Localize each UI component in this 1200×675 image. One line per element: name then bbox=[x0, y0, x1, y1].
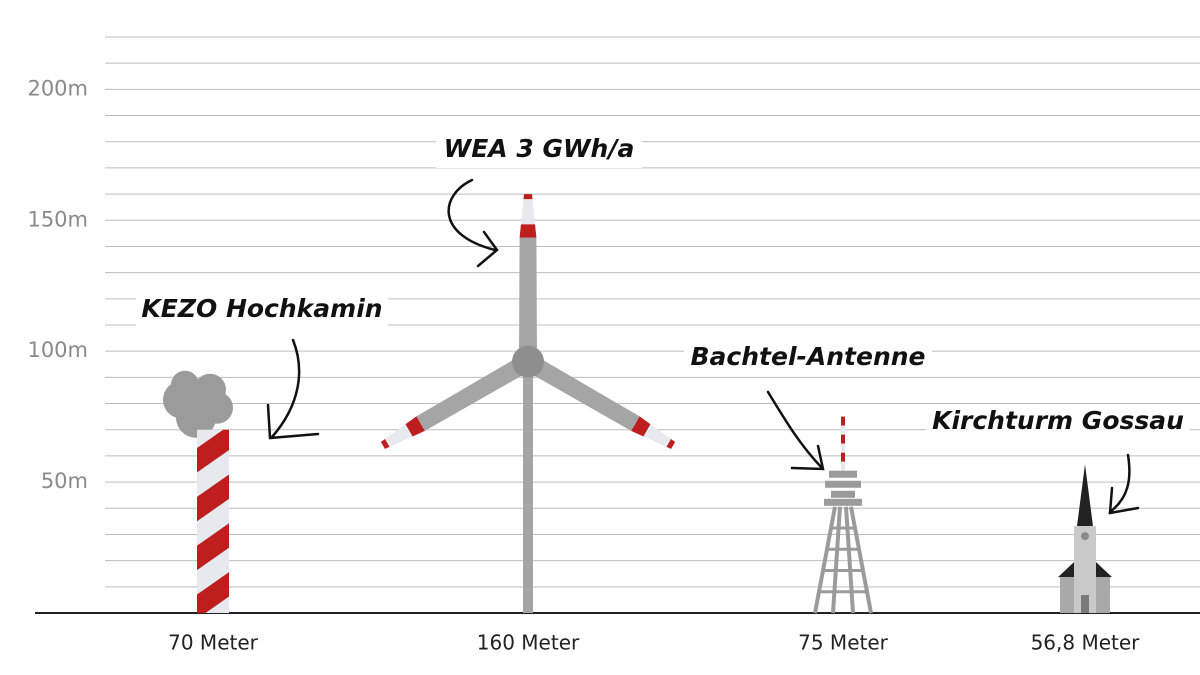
value-label: 70 Meter bbox=[168, 631, 259, 655]
blade bbox=[666, 439, 676, 449]
antenna bbox=[813, 506, 873, 614]
y-tick-label: 150m bbox=[27, 207, 88, 231]
blade bbox=[519, 224, 537, 238]
mast bbox=[841, 434, 845, 444]
platform bbox=[825, 480, 861, 488]
structure bbox=[380, 194, 676, 613]
door bbox=[1081, 595, 1089, 613]
platform bbox=[831, 490, 855, 498]
mast bbox=[841, 452, 845, 462]
y-tick-label: 200m bbox=[27, 76, 88, 100]
mast bbox=[841, 461, 845, 471]
structure bbox=[163, 370, 233, 613]
annotation: Kirchturm Gossau bbox=[932, 406, 1184, 435]
blade bbox=[643, 424, 672, 447]
church-tower bbox=[1074, 526, 1096, 613]
clock bbox=[1081, 532, 1089, 541]
y-tick-label: 50m bbox=[41, 469, 88, 493]
chimney bbox=[197, 429, 229, 613]
platform bbox=[824, 498, 862, 506]
blade bbox=[631, 416, 651, 437]
platform bbox=[829, 470, 857, 478]
blade bbox=[416, 353, 533, 431]
arrows bbox=[266, 178, 1140, 515]
value-label: 75 Meter bbox=[798, 631, 889, 655]
value-label: 160 Meter bbox=[477, 631, 580, 655]
mast bbox=[841, 443, 845, 453]
mast bbox=[841, 416, 845, 426]
blade bbox=[523, 194, 533, 200]
blade bbox=[520, 199, 536, 225]
annotation: WEA 3 GWh/a bbox=[444, 134, 635, 163]
blade bbox=[519, 237, 537, 362]
tower bbox=[523, 361, 533, 613]
blade bbox=[523, 353, 640, 431]
spire bbox=[1077, 464, 1093, 527]
blade bbox=[384, 424, 413, 447]
y-tick-label: 100m bbox=[27, 338, 88, 362]
smoke bbox=[171, 370, 199, 399]
structures bbox=[163, 194, 1112, 614]
blade bbox=[405, 416, 425, 437]
annotations: KEZO Hochkamin WEA 3 GWh/a Bachtel-Anten… bbox=[136, 132, 1190, 440]
mast bbox=[841, 425, 845, 435]
hub bbox=[512, 345, 544, 378]
blade bbox=[380, 439, 390, 449]
structure bbox=[1058, 464, 1112, 613]
structure bbox=[813, 416, 873, 614]
annotation: Bachtel-Antenne bbox=[691, 342, 926, 371]
value-label: 56,8 Meter bbox=[1031, 631, 1141, 655]
annotation: KEZO Hochkamin bbox=[141, 294, 382, 323]
smoke bbox=[201, 391, 233, 424]
grid: 50m 100m 150m 200m bbox=[27, 36, 1200, 614]
